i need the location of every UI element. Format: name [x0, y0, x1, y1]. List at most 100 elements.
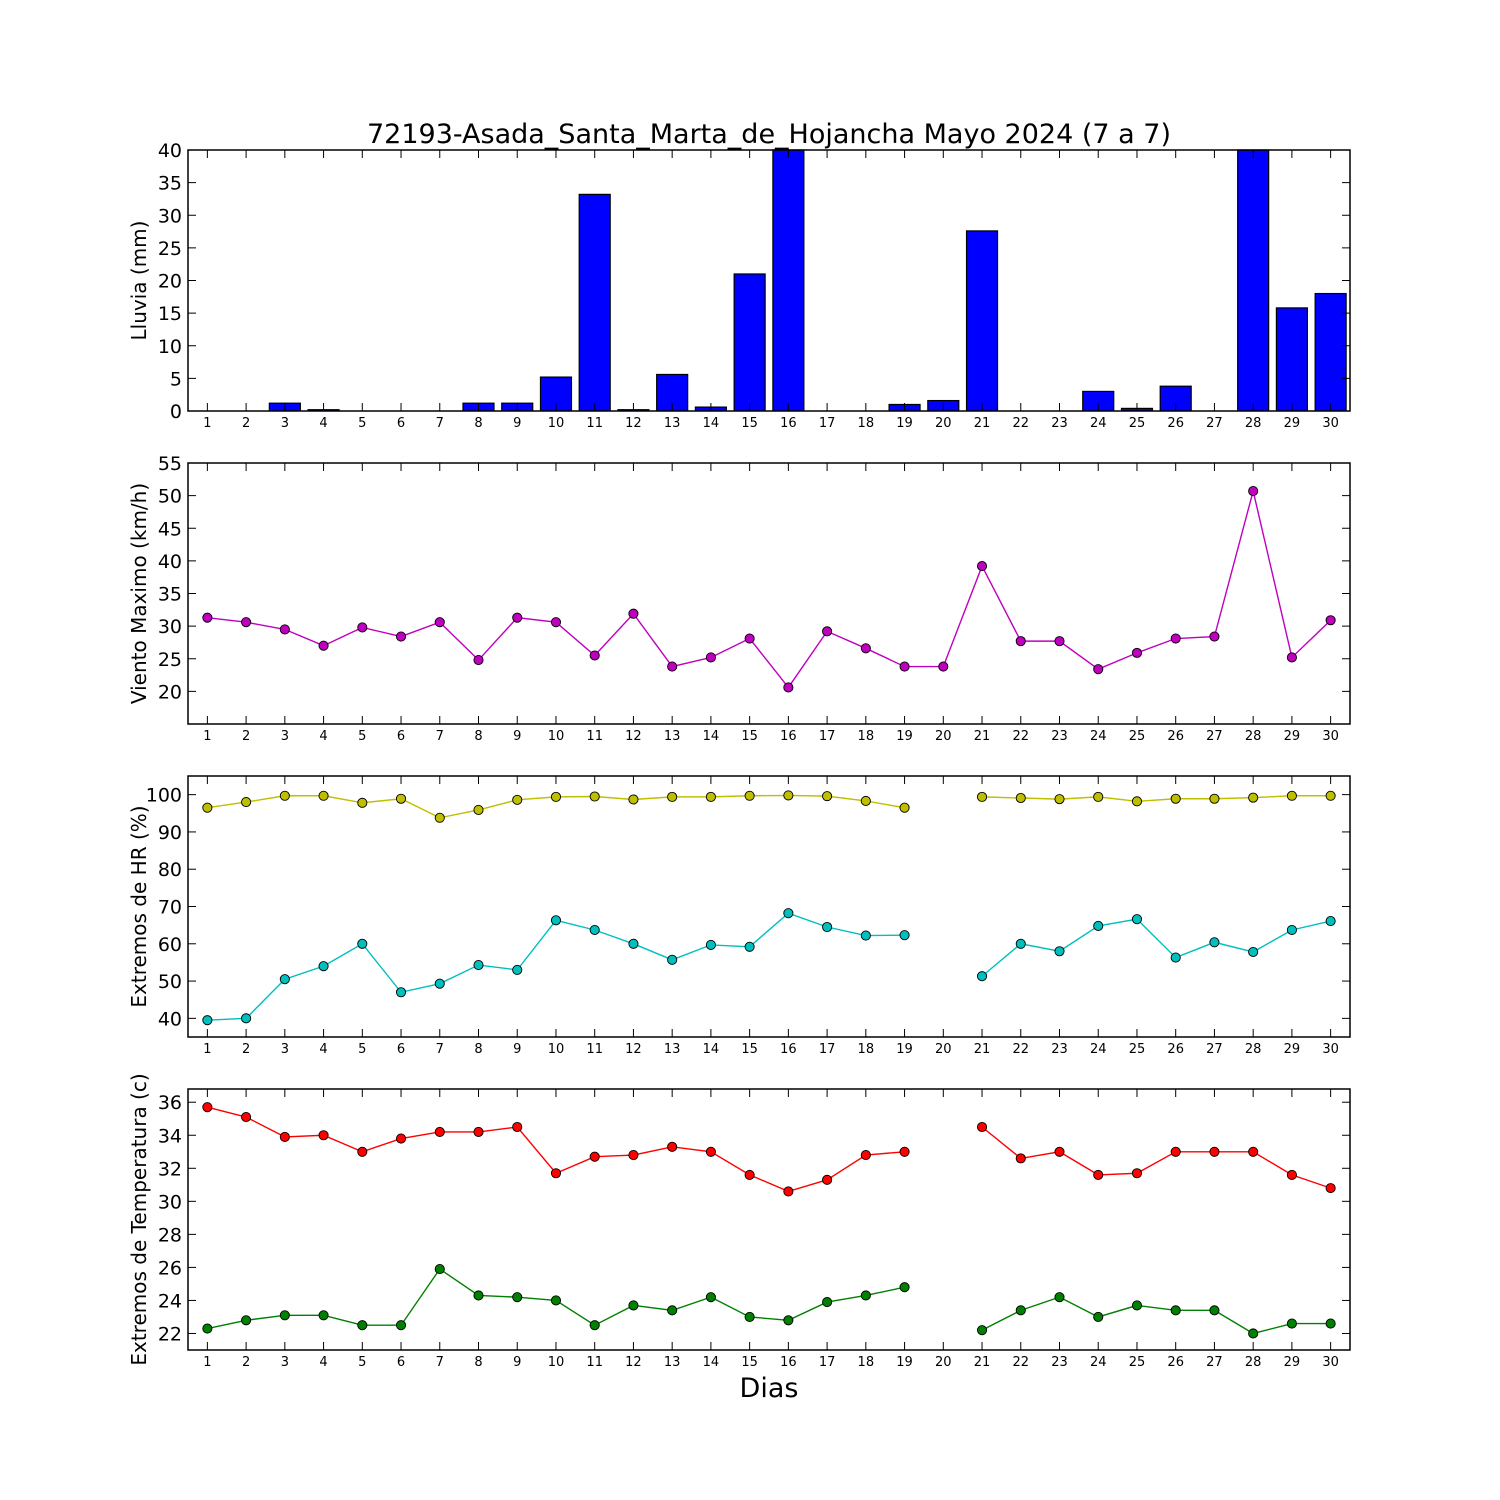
x-tick-label-28: 28	[1245, 1042, 1262, 1057]
y-axis-label-humidity: Extremos de HR (%)	[127, 805, 151, 1007]
series-1-point-day-16	[783, 1315, 794, 1326]
series-1-point-day-15	[744, 941, 755, 952]
x-tick-label-4: 4	[319, 416, 327, 431]
x-tick-label-29: 29	[1284, 1355, 1301, 1370]
series-0-point-day-27	[1209, 631, 1220, 642]
x-tick-label-2: 2	[242, 1042, 250, 1057]
series-0-point-day-25	[1131, 647, 1143, 658]
series-1-point-day-28	[1248, 946, 1259, 958]
series-0-point-day-1	[202, 802, 213, 813]
series-0-point-day-7	[434, 617, 445, 628]
x-tick-label-23: 23	[1051, 729, 1068, 744]
y-tick-label-34: 34	[158, 1125, 182, 1147]
y-tick-label-100: 100	[146, 785, 182, 807]
x-tick-label-2: 2	[242, 1355, 250, 1370]
x-tick-label-21: 21	[974, 416, 991, 431]
series-1-point-day-10	[550, 1295, 562, 1306]
series-1-point-day-24	[1093, 1311, 1104, 1323]
x-tick-label-18: 18	[858, 729, 875, 744]
y-tick-label-80: 80	[158, 859, 182, 881]
x-tick-label-22: 22	[1012, 729, 1029, 744]
x-tick-label-26: 26	[1167, 1355, 1184, 1370]
x-tick-label-6: 6	[397, 729, 405, 744]
x-tick-label-26: 26	[1167, 416, 1184, 431]
series-0-point-day-24	[1093, 1169, 1104, 1180]
x-tick-label-8: 8	[474, 1042, 482, 1057]
series-0-point-day-3	[279, 1131, 290, 1142]
x-tick-label-17: 17	[819, 729, 836, 744]
x-tick-label-9: 9	[513, 1355, 521, 1370]
series-1-point-day-19	[899, 930, 910, 941]
x-tick-label-3: 3	[281, 729, 289, 744]
x-tick-label-5: 5	[358, 1355, 366, 1370]
y-tick-label-26: 26	[158, 1257, 182, 1279]
x-tick-label-27: 27	[1206, 416, 1223, 431]
series-1-point-day-3	[279, 974, 290, 985]
plot-area-humidity	[202, 790, 1336, 1026]
x-tick-label-8: 8	[474, 1355, 482, 1370]
x-tick-label-30: 30	[1322, 1355, 1339, 1370]
series-1-point-day-14	[705, 1292, 716, 1303]
series-0-point-day-19	[899, 802, 910, 813]
series-1-point-day-28	[1248, 1328, 1259, 1339]
bar-day-28	[1237, 149, 1270, 411]
series-0-point-day-7	[434, 812, 445, 823]
y-tick-label-22: 22	[158, 1323, 182, 1345]
series-1-point-day-17	[822, 921, 833, 933]
series-0-point-day-8	[473, 1126, 484, 1137]
series-0-point-day-3	[279, 790, 290, 801]
series-1-point-day-23	[1054, 946, 1065, 957]
series-1-point-day-23	[1054, 1292, 1065, 1303]
x-tick-label-18: 18	[858, 1355, 875, 1370]
y-tick-label-0: 0	[170, 401, 182, 423]
x-tick-label-11: 11	[586, 1042, 603, 1057]
series-0-point-day-13	[667, 791, 678, 802]
x-tick-label-1: 1	[203, 1042, 211, 1057]
series-0-point-day-25	[1131, 1168, 1143, 1179]
series-0-point-day-6	[395, 793, 407, 804]
series-0-point-day-14	[705, 1146, 716, 1157]
x-tick-label-19: 19	[896, 1355, 913, 1370]
x-tick-label-14: 14	[703, 1042, 720, 1057]
x-tick-label-3: 3	[281, 416, 289, 431]
series-1-point-day-10	[550, 915, 562, 926]
x-tick-label-29: 29	[1284, 729, 1301, 744]
x-tick-label-23: 23	[1051, 1042, 1068, 1057]
x-tick-label-9: 9	[513, 1042, 521, 1057]
bar-day-21	[965, 230, 999, 411]
series-1-point-day-1	[202, 1015, 213, 1026]
series-0-point-day-18	[860, 1150, 871, 1161]
series-1-point-day-30	[1325, 915, 1336, 927]
x-tick-label-8: 8	[474, 416, 482, 431]
x-tick-label-13: 13	[664, 416, 681, 431]
series-0-point-day-14	[705, 652, 716, 663]
series-0-point-day-28	[1248, 486, 1259, 497]
y-tick-label-70: 70	[158, 897, 182, 919]
x-tick-label-6: 6	[397, 1355, 405, 1370]
series-0-point-day-12	[628, 608, 639, 619]
series-1-point-day-9	[512, 1292, 523, 1303]
x-tick-label-29: 29	[1284, 1042, 1301, 1057]
series-1-line-1	[981, 1296, 1331, 1335]
series-0-point-day-22	[1015, 792, 1026, 804]
series-1-point-day-29	[1286, 924, 1297, 936]
series-0-point-day-11	[589, 791, 600, 802]
series-1-point-day-4	[318, 1310, 329, 1321]
series-0-point-day-16	[783, 1186, 794, 1197]
x-tick-label-21: 21	[974, 729, 991, 744]
x-tick-label-15: 15	[741, 729, 758, 744]
series-1-point-day-12	[628, 1300, 639, 1311]
chart-title: 72193-Asada_Santa_Marta_de_Hojancha Mayo…	[367, 119, 1171, 150]
x-tick-label-2: 2	[242, 729, 250, 744]
series-1-point-day-14	[705, 939, 716, 950]
x-tick-label-7: 7	[436, 1355, 444, 1370]
x-tick-label-15: 15	[741, 1355, 758, 1370]
x-tick-label-21: 21	[974, 1042, 991, 1057]
x-tick-label-28: 28	[1245, 1355, 1262, 1370]
x-tick-label-22: 22	[1012, 416, 1029, 431]
series-1-point-day-17	[822, 1297, 833, 1308]
